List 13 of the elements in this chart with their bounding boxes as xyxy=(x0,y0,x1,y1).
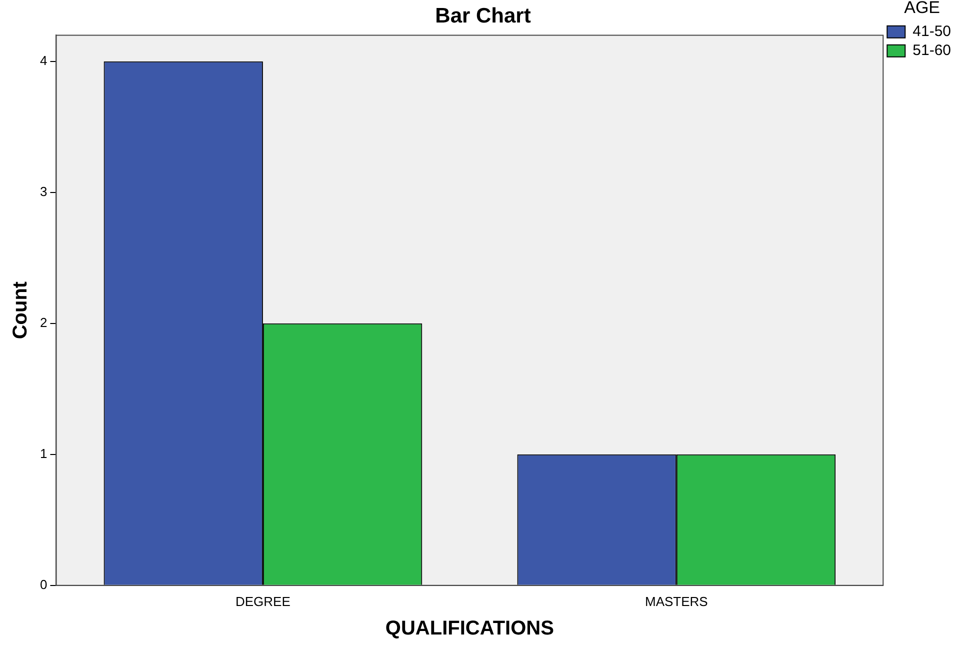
y-tick-label: 3 xyxy=(40,184,48,199)
y-tick-label: 0 xyxy=(40,576,48,592)
y-tick-label: 1 xyxy=(40,446,48,461)
x-tick-label: MASTERS xyxy=(644,594,708,609)
legend-label: 41-50 xyxy=(912,23,952,40)
x-axis-title: QUALIFICATIONS xyxy=(385,618,554,640)
legend-title: AGE xyxy=(904,0,940,18)
y-axis-title: Count xyxy=(10,281,32,340)
chart-title: Bar Chart xyxy=(435,4,531,28)
x-tick-label: DEGREE xyxy=(236,594,291,609)
legend-label: 51-60 xyxy=(912,42,952,60)
y-tick-label: 2 xyxy=(40,314,48,330)
y-tick-label: 4 xyxy=(40,52,48,68)
